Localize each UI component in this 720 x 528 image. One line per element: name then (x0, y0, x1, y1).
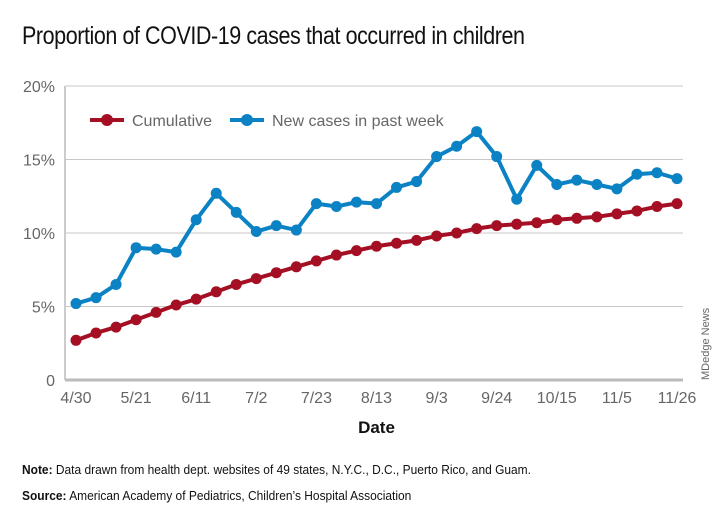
data-point-cumulative (230, 278, 242, 290)
data-point-new-cases-in-past-week (250, 226, 262, 238)
data-point-new-cases-in-past-week (290, 224, 302, 236)
data-point-cumulative (551, 214, 563, 226)
data-point-new-cases-in-past-week (371, 198, 382, 210)
y-tick-label: 5% (32, 300, 55, 317)
data-point-new-cases-in-past-week (210, 187, 222, 199)
data-point-new-cases-in-past-week (631, 168, 643, 180)
data-point-cumulative (350, 245, 362, 257)
data-point-cumulative (150, 306, 162, 318)
data-point-new-cases-in-past-week (671, 173, 683, 185)
data-point-cumulative (471, 223, 483, 235)
x-tick-label: 9/3 (425, 390, 447, 407)
data-point-new-cases-in-past-week (130, 242, 142, 254)
data-point-new-cases-in-past-week (190, 214, 202, 226)
data-point-cumulative (110, 321, 122, 333)
data-point-new-cases-in-past-week (571, 174, 583, 186)
data-point-cumulative (310, 255, 322, 267)
data-point-cumulative (451, 227, 463, 239)
legend-marker-cumulative (101, 114, 113, 126)
data-point-cumulative (130, 314, 142, 326)
data-point-new-cases-in-past-week (310, 198, 322, 210)
series-line-cumulative (75, 201, 678, 343)
data-point-cumulative (571, 212, 583, 224)
note-label: Note: (22, 462, 53, 477)
x-axis-title: Date (358, 418, 395, 437)
source-text: American Academy of Pediatrics, Children… (66, 488, 412, 503)
data-point-new-cases-in-past-week (391, 181, 403, 193)
source-label: Source: (22, 488, 67, 503)
x-tick-label: 11/26 (658, 390, 697, 407)
legend-label-cumulative: Cumulative (132, 113, 212, 130)
data-point-cumulative (531, 217, 543, 229)
data-point-new-cases-in-past-week (491, 151, 503, 163)
source-line: Source: American Academy of Pediatrics, … (22, 488, 411, 503)
data-point-new-cases-in-past-week (471, 126, 483, 138)
data-point-cumulative (431, 230, 443, 242)
data-point-new-cases-in-past-week (651, 167, 663, 179)
data-point-cumulative (671, 198, 683, 210)
data-point-cumulative (250, 273, 262, 285)
data-point-cumulative (411, 234, 423, 246)
x-tick-label: 11/5 (602, 390, 632, 407)
data-point-cumulative (210, 286, 222, 298)
data-point-cumulative (371, 240, 382, 252)
data-point-new-cases-in-past-week (551, 178, 563, 190)
data-point-new-cases-in-past-week (330, 201, 342, 213)
data-point-new-cases-in-past-week (230, 206, 242, 218)
y-tick-label: 20% (23, 79, 55, 96)
data-point-cumulative (90, 327, 102, 339)
data-point-cumulative (290, 261, 302, 273)
y-tick-label: 10% (23, 226, 55, 243)
data-point-new-cases-in-past-week (270, 220, 282, 232)
chart-title: Proportion of COVID-19 cases that occurr… (22, 22, 525, 50)
x-tick-label: 4/30 (60, 390, 91, 407)
credit: MDedge News (700, 307, 712, 380)
data-point-new-cases-in-past-week (411, 176, 423, 188)
y-tick-label: 0 (46, 373, 55, 390)
data-point-new-cases-in-past-week (531, 159, 543, 171)
data-point-cumulative (491, 220, 503, 232)
note-line: Note: Data drawn from health dept. websi… (22, 462, 531, 477)
data-point-new-cases-in-past-week (170, 246, 182, 258)
data-point-new-cases-in-past-week (70, 298, 82, 310)
data-point-cumulative (651, 201, 663, 213)
data-point-new-cases-in-past-week (431, 151, 443, 163)
y-tick-label: 15% (23, 153, 55, 170)
data-point-new-cases-in-past-week (110, 278, 122, 290)
x-tick-label: 7/23 (301, 390, 332, 407)
note-text: Data drawn from health dept. websites of… (52, 462, 531, 477)
data-point-cumulative (190, 293, 202, 305)
data-point-new-cases-in-past-week (150, 243, 162, 255)
x-tick-label: 10/15 (537, 390, 577, 407)
data-point-cumulative (591, 211, 603, 223)
data-point-new-cases-in-past-week (611, 183, 623, 195)
data-point-cumulative (330, 249, 342, 261)
legend-label-new-cases-in-past-week: New cases in past week (272, 113, 445, 130)
data-point-new-cases-in-past-week (591, 178, 603, 190)
x-tick-label: 7/2 (245, 390, 267, 407)
x-tick-label: 5/21 (121, 390, 152, 407)
data-point-cumulative (70, 334, 82, 346)
data-point-cumulative (631, 205, 643, 217)
data-point-cumulative (611, 208, 623, 220)
data-point-new-cases-in-past-week (90, 292, 102, 304)
data-point-new-cases-in-past-week (511, 193, 523, 205)
data-point-cumulative (511, 218, 523, 230)
data-point-cumulative (170, 299, 182, 311)
data-point-cumulative (270, 267, 282, 279)
data-point-new-cases-in-past-week (451, 140, 463, 152)
data-point-new-cases-in-past-week (350, 196, 362, 208)
data-point-cumulative (391, 237, 403, 249)
x-tick-label: 6/11 (181, 390, 211, 407)
legend-marker-new-cases-in-past-week (241, 114, 253, 126)
x-tick-label: 9/24 (481, 390, 512, 407)
x-tick-label: 8/13 (361, 390, 392, 407)
